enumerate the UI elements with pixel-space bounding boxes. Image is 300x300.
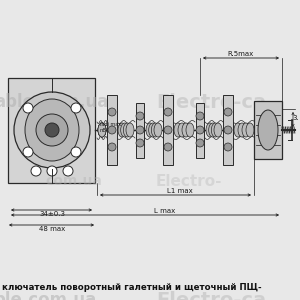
Ellipse shape [214,123,222,137]
Ellipse shape [178,123,186,137]
Ellipse shape [174,123,182,137]
Circle shape [14,92,90,168]
Circle shape [23,103,33,113]
Ellipse shape [149,123,157,137]
Ellipse shape [98,123,106,137]
Ellipse shape [258,110,278,150]
Circle shape [63,166,73,176]
Circle shape [47,166,57,176]
Text: com.ua: com.ua [45,174,102,188]
Ellipse shape [146,123,154,137]
Ellipse shape [151,123,159,137]
Ellipse shape [182,123,190,137]
Circle shape [108,108,116,116]
Ellipse shape [123,123,131,137]
Ellipse shape [98,123,106,137]
Circle shape [108,126,116,134]
Ellipse shape [98,123,106,137]
Bar [196,103,204,158]
Circle shape [196,126,204,134]
Text: iadj max: iadj max [100,122,121,127]
Text: Electro-ca: Electro-ca [156,93,266,112]
Ellipse shape [126,123,134,137]
Text: L1 max: L1 max [167,188,193,194]
Circle shape [136,112,144,120]
Circle shape [45,123,59,137]
Circle shape [164,143,172,151]
Circle shape [164,108,172,116]
Circle shape [196,139,204,147]
Bar [8,78,95,183]
Circle shape [71,147,81,157]
Circle shape [136,126,144,134]
Ellipse shape [121,123,129,137]
Text: L max: L max [154,208,176,214]
Ellipse shape [206,123,214,137]
Ellipse shape [242,123,250,137]
Bar [163,95,173,165]
Ellipse shape [234,123,242,137]
Bar [254,101,282,159]
Text: Electro-: Electro- [156,174,223,189]
Circle shape [36,114,68,146]
Text: ключатель поворотный галетный и щеточный ПЩ-: ключатель поворотный галетный и щеточный… [2,283,262,292]
Circle shape [31,166,41,176]
Text: 48 max: 48 max [39,226,65,232]
Ellipse shape [238,123,246,137]
Circle shape [164,126,172,134]
Circle shape [224,143,232,151]
Circle shape [196,112,204,120]
Bar [136,103,144,158]
Ellipse shape [211,123,219,137]
Text: R.5max: R.5max [228,51,254,57]
Circle shape [71,103,81,113]
Ellipse shape [154,123,162,137]
Text: n8: n8 [100,128,107,133]
Ellipse shape [246,123,254,137]
Text: ble.com.ua: ble.com.ua [0,291,97,300]
Bar [107,95,117,165]
Circle shape [224,126,232,134]
Text: 3.: 3. [292,115,299,121]
Circle shape [136,139,144,147]
Text: 34±0.3: 34±0.3 [39,211,65,217]
Ellipse shape [98,123,106,137]
Text: able.com.ua: able.com.ua [0,93,108,111]
Circle shape [224,108,232,116]
Ellipse shape [118,123,126,137]
Circle shape [23,147,33,157]
Bar [223,95,233,165]
Ellipse shape [25,99,79,161]
Circle shape [108,143,116,151]
Ellipse shape [186,123,194,137]
Text: Electro-ca: Electro-ca [156,291,266,300]
Ellipse shape [209,123,217,137]
